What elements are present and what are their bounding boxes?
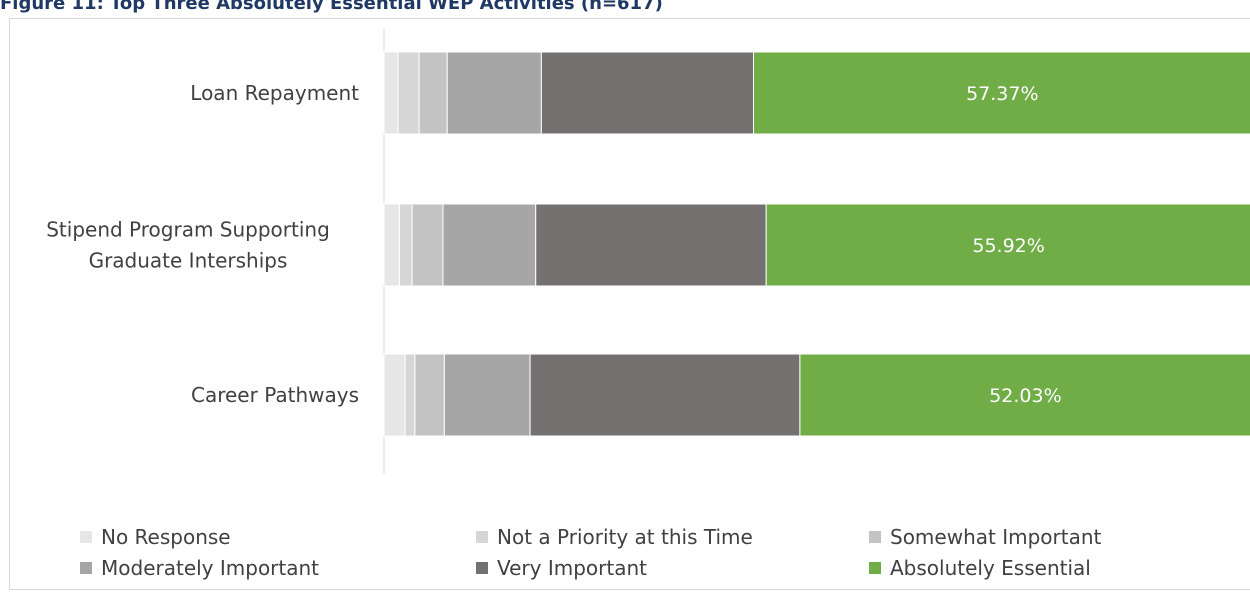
- legend-swatch: [476, 531, 488, 543]
- bar-segment-1-4: [535, 203, 767, 287]
- bar-segment-1-2: [411, 203, 444, 287]
- bar-segment-1-0: [383, 203, 400, 287]
- legend-label: Not a Priority at this Time: [497, 525, 753, 549]
- legend-swatch: [80, 562, 92, 574]
- bar-segment-0-5: [753, 51, 1250, 135]
- legend-swatch: [869, 531, 881, 543]
- data-label-2: 52.03%: [989, 385, 1061, 407]
- data-label-1: 55.92%: [972, 235, 1044, 257]
- data-label-0: 57.37%: [966, 83, 1038, 105]
- legend-item-4: Very Important: [476, 553, 647, 583]
- bar-segment-0-1: [397, 51, 420, 135]
- legend-swatch: [869, 562, 881, 574]
- stacked-bar-chart: 57.37% Loan Repayment 55.92% Stipend Progra…: [46, 29, 1250, 474]
- bar-segment-2-3: [443, 353, 531, 437]
- legend-swatch: [476, 562, 488, 574]
- bar-segment-2-5: [799, 353, 1250, 437]
- bar-segment-1-5: [765, 203, 1250, 287]
- category-label-1: Stipend Program Supporting Graduate Inter…: [46, 218, 330, 273]
- legend-item-3: Moderately Important: [80, 553, 319, 583]
- chart-frame: 57.37% Loan Repayment 55.92% Stipend Progra…: [9, 18, 1250, 590]
- bar-segment-0-2: [418, 51, 448, 135]
- legend-item-1: Not a Priority at this Time: [476, 522, 753, 552]
- category-label-0: Loan Repayment: [190, 81, 359, 105]
- legend-label: No Response: [101, 525, 231, 549]
- chart-title: Figure 11: Top Three Absolutely Essentia…: [0, 0, 663, 14]
- bar-segment-2-1: [404, 353, 416, 437]
- bar-segment-0-3: [446, 51, 542, 135]
- legend-swatch: [80, 531, 92, 543]
- bar-segment-2-4: [529, 353, 801, 437]
- legend-label: Absolutely Essential: [890, 556, 1091, 580]
- legend-item-0: No Response: [80, 522, 231, 552]
- legend-label: Somewhat Important: [890, 525, 1102, 549]
- bar-segment-0-0: [383, 51, 399, 135]
- bar-segment-1-3: [442, 203, 537, 287]
- chart-legend: No Response Not a Priority at this Time So…: [10, 518, 1250, 598]
- legend-item-5: Absolutely Essential: [869, 553, 1091, 583]
- bar-segment-0-4: [540, 51, 755, 135]
- bar-segment-2-2: [414, 353, 445, 437]
- bar-segment-1-1: [398, 203, 413, 287]
- legend-label: Moderately Important: [101, 556, 320, 580]
- bar-segment-2-0: [383, 353, 406, 437]
- legend-label: Very Important: [497, 556, 647, 580]
- legend-item-2: Somewhat Important: [869, 522, 1101, 552]
- category-label-2: Career Pathways: [191, 383, 359, 407]
